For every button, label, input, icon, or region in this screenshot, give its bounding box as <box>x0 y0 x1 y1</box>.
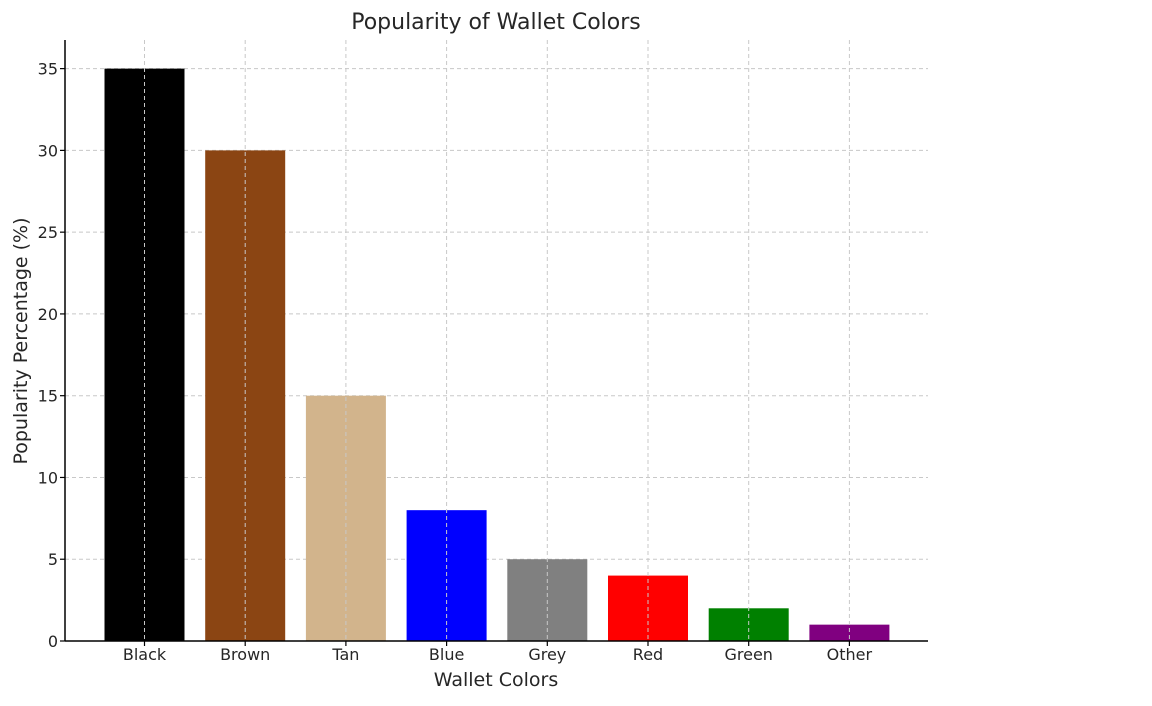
x-tick-label: Grey <box>528 645 566 664</box>
y-tick-label: 10 <box>38 468 58 487</box>
vertical-grid <box>144 40 850 641</box>
y-tick-label: 30 <box>38 141 58 160</box>
y-tick-label: 35 <box>38 60 58 79</box>
x-tick-label: Red <box>633 645 663 664</box>
y-ticks: 0 5 10 15 20 25 30 35 <box>38 60 65 651</box>
y-tick-label: 25 <box>38 223 58 242</box>
x-tick-label: Black <box>123 645 167 664</box>
x-tick-label: Green <box>724 645 772 664</box>
bar-other <box>809 624 890 641</box>
bars <box>104 68 890 642</box>
y-axis-title: Popularity Percentage (%) <box>10 217 32 464</box>
x-axis-title: Wallet Colors <box>434 669 558 691</box>
y-tick-label: 15 <box>38 387 58 406</box>
grid <box>65 68 928 560</box>
y-tick-label: 20 <box>38 305 58 324</box>
x-tick-label: Brown <box>220 645 270 664</box>
x-ticks: Black Brown Tan Blue Grey Red Green Other <box>123 641 873 664</box>
x-tick-label: Other <box>827 645 873 664</box>
chart-title: Popularity of Wallet Colors <box>351 10 641 35</box>
x-tick-label: Tan <box>331 645 359 664</box>
y-tick-label: 0 <box>48 632 58 651</box>
axes <box>64 40 928 642</box>
y-tick-label: 5 <box>48 550 58 569</box>
x-tick-label: Blue <box>429 645 464 664</box>
